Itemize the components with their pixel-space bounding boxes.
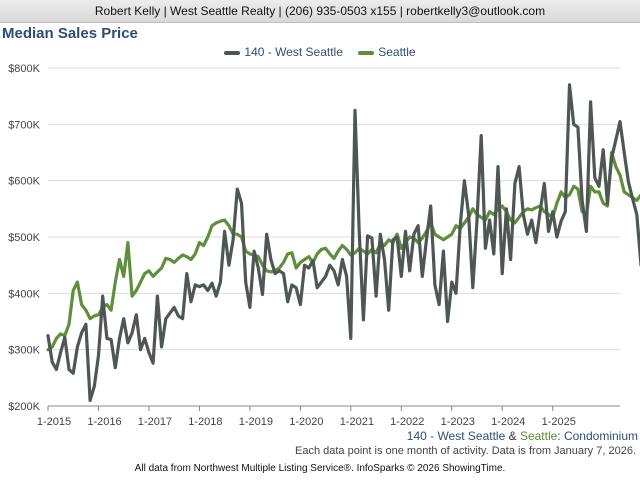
chart-legend: 140 - West Seattle Seattle xyxy=(0,45,640,59)
y-tick-label: $600K xyxy=(8,176,40,188)
x-tick-label: 1-2024 xyxy=(491,416,525,428)
subtitle-series1: 140 - West Seattle xyxy=(406,429,506,443)
x-tick-label: 1-2025 xyxy=(542,416,576,428)
chart-title: Median Sales Price xyxy=(2,25,138,42)
header-contact-bar: Robert Kelly | West Seattle Realty | (20… xyxy=(0,0,640,23)
y-tick-label: $400K xyxy=(8,288,40,300)
x-tick-label: 1-2018 xyxy=(188,416,222,428)
series-line-west-seattle xyxy=(46,83,640,402)
data-note: Each data point is one month of activity… xyxy=(295,445,636,457)
y-tick-label: $200K xyxy=(8,401,40,413)
legend-swatch-seattle xyxy=(358,50,375,55)
footer-attribution: All data from Northwest Multiple Listing… xyxy=(134,463,506,474)
subtitle-amp: & xyxy=(505,429,520,443)
x-tick-label: 1-2021 xyxy=(340,416,374,428)
chart-subtitle: 140 - West Seattle & Seattle: Condominiu… xyxy=(407,429,638,443)
legend-swatch-west-seattle xyxy=(224,50,241,55)
legend-label-west-seattle: 140 - West Seattle xyxy=(244,45,343,59)
legend-label-seattle: Seattle xyxy=(378,45,416,59)
header-contact-text: Robert Kelly | West Seattle Realty | (20… xyxy=(94,4,546,18)
subtitle-series2: Seattle xyxy=(519,429,558,443)
y-tick-label: $300K xyxy=(8,345,40,357)
legend-item-west-seattle[interactable]: 140 - West Seattle xyxy=(224,45,343,59)
x-tick-label: 1-2023 xyxy=(441,416,475,428)
x-tick-label: 1-2019 xyxy=(239,416,273,428)
subtitle-suffix: : Condominium xyxy=(557,429,638,443)
legend-item-seattle[interactable]: Seattle xyxy=(358,45,416,59)
x-tick-label: 1-2015 xyxy=(37,416,71,428)
x-tick-label: 1-2017 xyxy=(138,416,172,428)
x-tick-label: 1-2022 xyxy=(390,416,424,428)
x-tick-label: 1-2020 xyxy=(289,416,323,428)
y-tick-label: $500K xyxy=(8,232,40,244)
x-tick-label: 1-2016 xyxy=(87,416,121,428)
y-tick-label: $800K xyxy=(8,63,40,75)
y-tick-label: $700K xyxy=(8,119,40,131)
